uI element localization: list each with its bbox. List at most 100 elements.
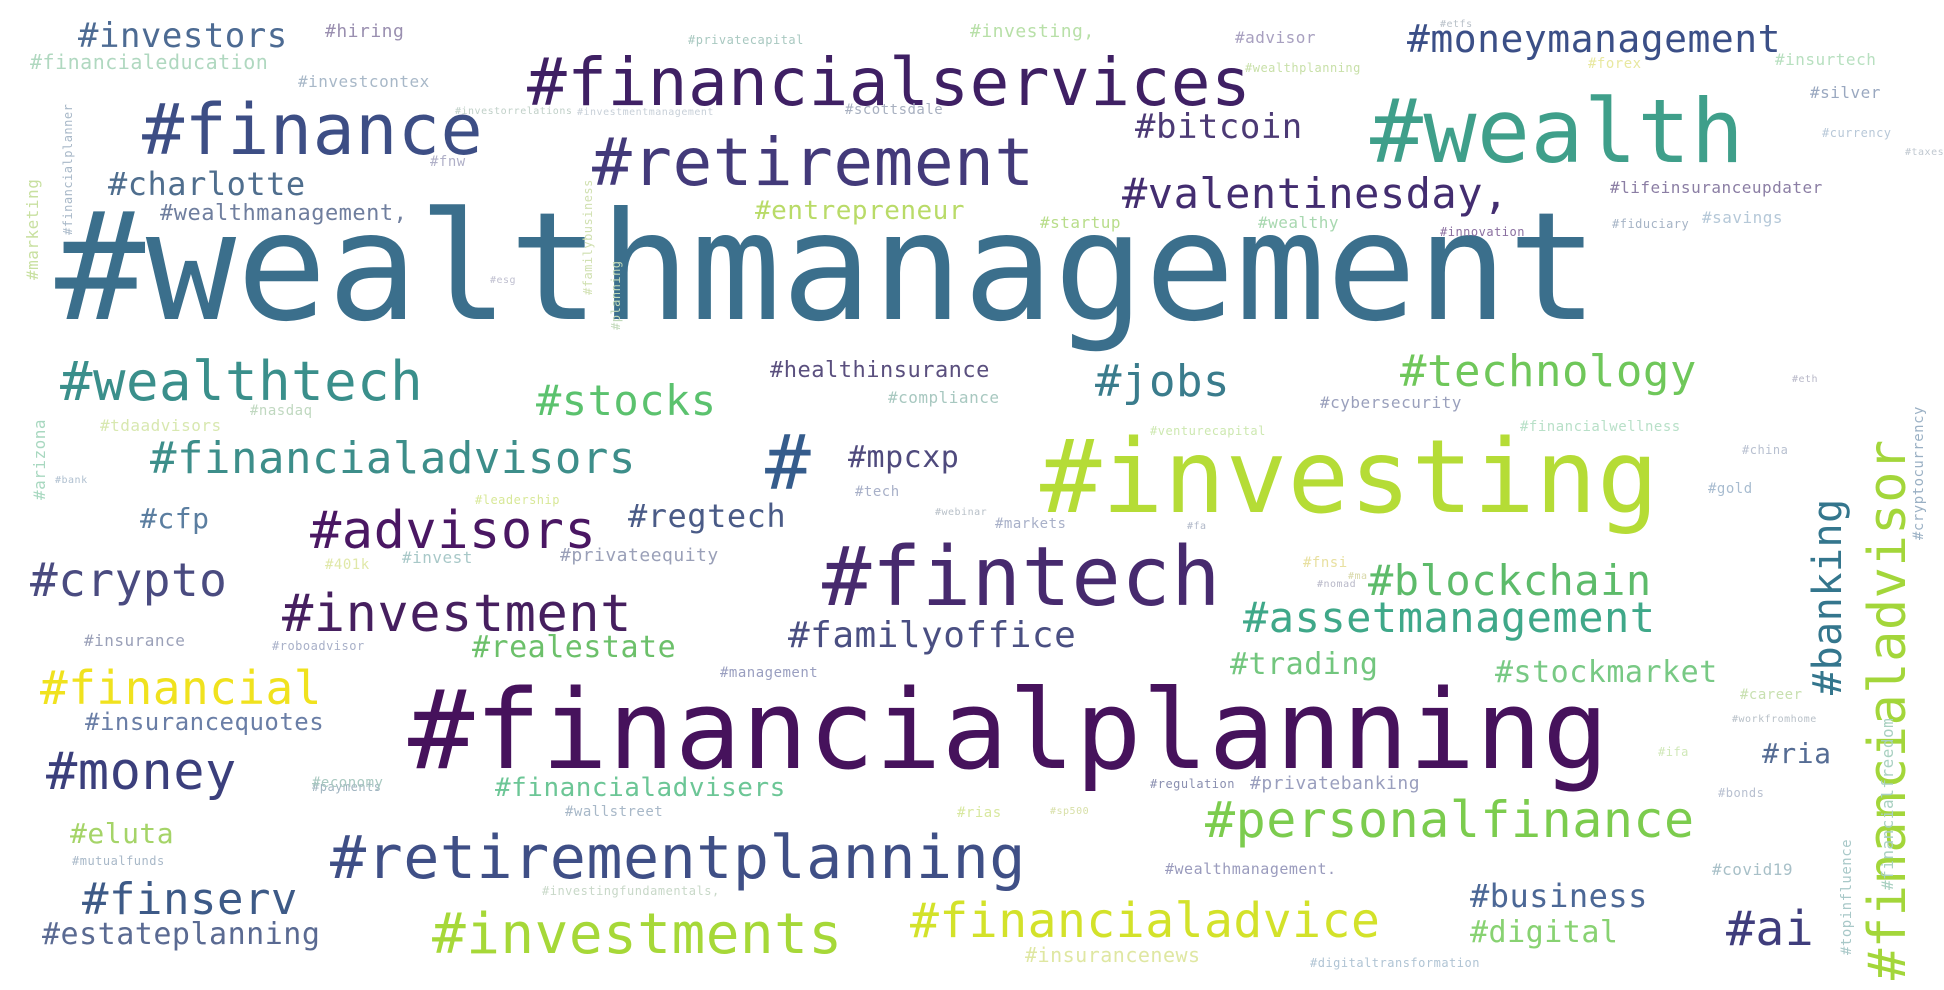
word-financialservices: #financialservices — [527, 44, 1252, 121]
word-insurance: #insurance — [84, 631, 186, 650]
word-jobs: #jobs — [1095, 356, 1230, 407]
word-gazette: #nomad — [1317, 579, 1357, 590]
word-ria: #ria — [1762, 737, 1832, 770]
word-financialadvice: #financialadvice — [910, 893, 1381, 949]
word-taxes: #taxes — [1905, 147, 1944, 158]
word-wealthmanagement-dot: #wealthmanagement. — [1165, 860, 1337, 878]
word-financialplanning: #financialplanning — [408, 666, 1610, 794]
word-economy: #economy — [312, 775, 384, 791]
word-management: #management — [720, 665, 819, 681]
word-financialfreedom: #financialfreedom — [1878, 717, 1897, 890]
word-privatecapital: #privatecapital — [688, 33, 804, 47]
word-investments: #investments — [432, 902, 843, 967]
word-moneymanagement: #moneymanagement — [1407, 17, 1782, 61]
word-webinar: #webinar — [935, 507, 988, 518]
word-personalfinance: #personalfinance — [1205, 791, 1695, 849]
word-markets: #markets — [995, 516, 1067, 532]
word-crypto: #crypto — [30, 553, 228, 607]
word-blockchain: #blockchain — [1368, 556, 1652, 605]
word-scottsdale: #scottsdale — [845, 102, 944, 118]
word-stocks: #stocks — [536, 376, 717, 425]
word-financialadvisors: #financialadvisors — [150, 433, 636, 484]
word-payments: #payments — [312, 780, 382, 794]
word-regtech: #regtech — [628, 497, 787, 535]
word-arizona: #arizona — [30, 418, 49, 500]
word-investing-comma: #investing, — [970, 21, 1095, 42]
word-hiring: #hiring — [325, 21, 405, 42]
word-investment: #investment — [282, 584, 632, 644]
word-insurancenews: #insurancenews — [1025, 943, 1201, 967]
word-advisors: #advisors — [310, 501, 597, 561]
word-bitcoin: #bitcoin — [1135, 107, 1303, 147]
word-wealthmanagement: #wealthmanagement — [55, 181, 1599, 355]
word-wealthtech: #wealthtech — [60, 350, 424, 413]
word-trading: #trading — [1230, 647, 1379, 682]
word-privateequity: #privateequity — [560, 545, 719, 566]
word-investmentmanagement: #investmentmanagement — [577, 107, 714, 118]
word-finance: #finance — [142, 89, 484, 171]
word-fnw: #fnw — [430, 154, 466, 170]
word-fintech: #fintech — [822, 530, 1221, 625]
word-sp500: #sp500 — [1050, 806, 1090, 817]
word-lifeinsuranceupdater: #lifeinsuranceupdater — [1610, 178, 1823, 197]
word-financialplanner: #financialplanner — [61, 103, 75, 235]
word-retirement: #retirement — [592, 124, 1035, 201]
word-banking: #banking — [1805, 498, 1851, 695]
word-financial: #financial — [40, 661, 322, 715]
word-roboadvisor: #roboadvisor — [272, 639, 365, 653]
word-fnsi: #fnsi — [1303, 555, 1348, 571]
word-financialeducation: #financialeducation — [30, 50, 269, 74]
word-cfp: #cfp — [140, 502, 210, 535]
word-invest: #invest — [402, 548, 473, 567]
word-mpcxp: #mpcxp — [848, 440, 960, 475]
word-insurancequotes: #insurancequotes — [85, 708, 325, 736]
word-planning: #planning — [609, 260, 623, 330]
word-compliance: #compliance — [888, 388, 1000, 407]
word-invest2: #investorrelations — [455, 106, 573, 117]
word-venturecapital: #venturecapital — [1150, 424, 1266, 438]
word-financialwellness: #financialwellness — [1520, 419, 1681, 435]
word-career: #career — [1740, 687, 1803, 703]
word-business: #business — [1470, 877, 1648, 915]
word-mutualfunds: #mutualfunds — [72, 854, 165, 868]
word-workfromhome: #workfromhome — [1732, 714, 1817, 725]
word-retirementplanning: #retirementplanning — [330, 823, 1026, 893]
word-investing: #investing — [1040, 418, 1660, 537]
word-technology: #technology — [1400, 346, 1697, 397]
word-ai: #ai — [1726, 901, 1815, 957]
word-china: #china — [1742, 443, 1789, 457]
word-bank: #bank — [55, 475, 88, 486]
word-eluta: #eluta — [70, 817, 175, 850]
word-eth: #eth — [1792, 374, 1819, 385]
word-silver: #silver — [1810, 83, 1881, 102]
word-advisor: #advisor — [1235, 28, 1317, 47]
word-wealth: #wealth — [1370, 80, 1745, 183]
word-currency: #currency — [1822, 126, 1892, 140]
word-startup: #startup — [1040, 213, 1122, 232]
word-topinfluence: #topinfluence — [1839, 838, 1855, 955]
word-digitaltransformation: #digitaltransformation — [1310, 956, 1480, 970]
word-tech: #tech — [855, 484, 900, 500]
word-gold: #gold — [1708, 481, 1753, 497]
word-regulation: #regulation — [1150, 777, 1235, 791]
word-familybusiness: #familybusiness — [581, 179, 595, 295]
word-estateplanning: #estateplanning — [42, 917, 321, 952]
word-innovation: #innovation — [1440, 225, 1525, 239]
word-valentinesday: #valentinesday, — [1122, 169, 1509, 218]
word-entrepreneur: #entrepreneur — [755, 196, 965, 226]
word-savings: #savings — [1702, 208, 1784, 227]
word-healthinsurance: #healthinsurance — [770, 358, 990, 383]
word-ma: #ma — [1348, 571, 1368, 582]
word-stoch: #etfs — [1440, 19, 1473, 30]
word-ifa: #ifa — [1658, 745, 1689, 759]
word-hash: # — [765, 418, 812, 507]
word-esg: #esg — [490, 275, 517, 286]
word-tdaadvisors: #tdaadvisors — [100, 416, 222, 435]
word-leadership: #leadership — [475, 493, 560, 507]
word-401k: #401k — [325, 557, 370, 573]
word-familyoffice: #familyoffice — [788, 615, 1077, 656]
word-investors: #investors — [78, 16, 288, 56]
word-financialadvisor: #financialadvisor — [1858, 439, 1918, 980]
word-wealthmanagement-comma: #wealthmanagement, — [160, 201, 408, 226]
